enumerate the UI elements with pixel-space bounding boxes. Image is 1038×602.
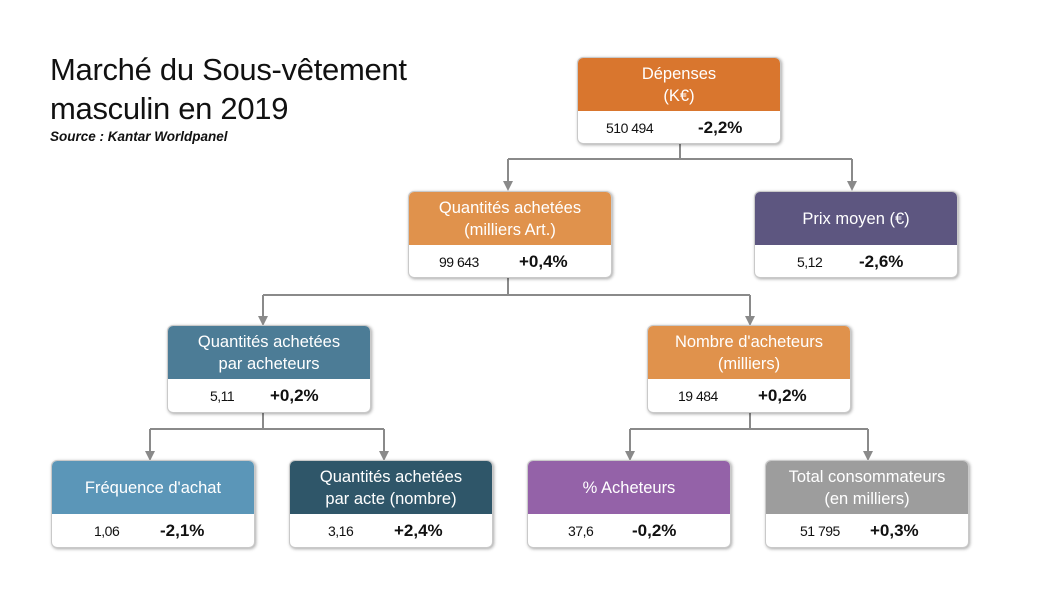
node-quantites: Quantités achetées (milliers Art.) 99 64… bbox=[408, 191, 612, 278]
node-nb-acheteurs-header: Nombre d'acheteurs (milliers) bbox=[648, 326, 850, 379]
chart-title: Marché du Sous-vêtement masculin en 2019 bbox=[50, 50, 407, 128]
node-depenses-footer: 510 494 -2,2% bbox=[578, 111, 780, 143]
node-depenses-value: 510 494 bbox=[606, 119, 654, 136]
connector-quantites bbox=[263, 278, 750, 296]
title-line-2: masculin en 2019 bbox=[50, 91, 289, 126]
node-prix-label: Prix moyen (€) bbox=[802, 209, 910, 228]
connector-nb-acheteurs bbox=[630, 413, 868, 430]
node-frequence-change: -2,1% bbox=[160, 520, 205, 540]
node-frequence-label: Fréquence d'achat bbox=[84, 478, 222, 497]
node-depenses-change: -2,2% bbox=[698, 117, 743, 137]
node-qte-acte-header: Quantités achetées par acte (nombre) bbox=[290, 461, 492, 514]
node-pct-acheteurs-label: % Acheteurs bbox=[582, 478, 676, 497]
node-pct-acheteurs-header: % Acheteurs bbox=[528, 461, 730, 514]
node-total-conso: Total consommateurs (en milliers) 51 795… bbox=[765, 460, 969, 548]
node-qte-acheteur-change: +0,2% bbox=[270, 385, 319, 405]
node-frequence: Fréquence d'achat 1,06 -2,1% bbox=[51, 460, 255, 548]
node-nb-acheteurs-footer: 19 484 +0,2% bbox=[648, 379, 850, 412]
node-qte-acte: Quantités achetées par acte (nombre) 3,1… bbox=[289, 460, 493, 548]
node-prix-footer: 5,12 -2,6% bbox=[755, 245, 957, 277]
node-qte-acte-unit: par acte (nombre) bbox=[325, 489, 457, 508]
node-frequence-header: Fréquence d'achat bbox=[52, 461, 254, 514]
node-depenses-label: Dépenses bbox=[641, 64, 717, 83]
node-qte-acheteur-label: Quantités achetées bbox=[197, 332, 341, 351]
node-qte-acte-value: 3,16 bbox=[328, 522, 354, 539]
node-total-conso-header: Total consommateurs (en milliers) bbox=[766, 461, 968, 514]
node-prix-value: 5,12 bbox=[797, 253, 823, 270]
node-quantites-footer: 99 643 +0,4% bbox=[409, 245, 611, 277]
node-qte-acheteur-unit: par acheteurs bbox=[218, 354, 320, 373]
node-nb-acheteurs-value: 19 484 bbox=[678, 387, 718, 404]
node-pct-acheteurs-footer: 37,6 -0,2% bbox=[528, 514, 730, 547]
node-qte-acheteur-value: 5,11 bbox=[210, 387, 235, 404]
connector-depenses bbox=[508, 144, 852, 160]
node-quantites-unit: (milliers Art.) bbox=[464, 220, 556, 239]
node-pct-acheteurs: % Acheteurs 37,6 -0,2% bbox=[527, 460, 731, 548]
node-quantites-header: Quantités achetées (milliers Art.) bbox=[409, 192, 611, 245]
node-total-conso-value: 51 795 bbox=[800, 522, 840, 539]
node-total-conso-change: +0,3% bbox=[870, 520, 919, 540]
node-frequence-value: 1,06 bbox=[94, 522, 120, 539]
node-prix: Prix moyen (€) 5,12 -2,6% bbox=[754, 191, 958, 278]
node-qte-acte-label: Quantités achetées bbox=[319, 467, 463, 486]
node-pct-acheteurs-change: -0,2% bbox=[632, 520, 677, 540]
source-note: Source : Kantar Worldpanel bbox=[50, 129, 228, 144]
node-nb-acheteurs-change: +0,2% bbox=[758, 385, 807, 405]
node-prix-header: Prix moyen (€) bbox=[755, 192, 957, 245]
node-quantites-label: Quantités achetées bbox=[438, 198, 582, 217]
node-quantites-change: +0,4% bbox=[519, 251, 568, 271]
node-quantites-value: 99 643 bbox=[439, 253, 479, 270]
node-depenses-unit: (K€) bbox=[663, 86, 695, 105]
node-nb-acheteurs: Nombre d'acheteurs (milliers) 19 484 +0,… bbox=[647, 325, 851, 413]
connector-qte-acheteur bbox=[150, 413, 384, 430]
node-depenses-header: Dépenses (K€) bbox=[578, 58, 780, 111]
node-qte-acheteur-header: Quantités achetées par acheteurs bbox=[168, 326, 370, 379]
node-prix-change: -2,6% bbox=[859, 251, 904, 271]
node-total-conso-unit: (en milliers) bbox=[824, 489, 910, 508]
node-depenses: Dépenses (K€) 510 494 -2,2% bbox=[577, 57, 781, 144]
node-qte-acte-change: +2,4% bbox=[394, 520, 443, 540]
node-pct-acheteurs-value: 37,6 bbox=[568, 522, 594, 539]
node-total-conso-label: Total consommateurs bbox=[788, 467, 946, 486]
node-nb-acheteurs-label: Nombre d'acheteurs bbox=[674, 332, 824, 351]
node-qte-acheteur-footer: 5,11 +0,2% bbox=[168, 379, 370, 412]
node-total-conso-footer: 51 795 +0,3% bbox=[766, 514, 968, 547]
node-qte-acte-footer: 3,16 +2,4% bbox=[290, 514, 492, 547]
title-line-1: Marché du Sous-vêtement bbox=[50, 52, 407, 87]
node-qte-acheteur: Quantités achetées par acheteurs 5,11 +0… bbox=[167, 325, 371, 413]
node-nb-acheteurs-unit: (milliers) bbox=[717, 354, 781, 373]
node-frequence-footer: 1,06 -2,1% bbox=[52, 514, 254, 547]
